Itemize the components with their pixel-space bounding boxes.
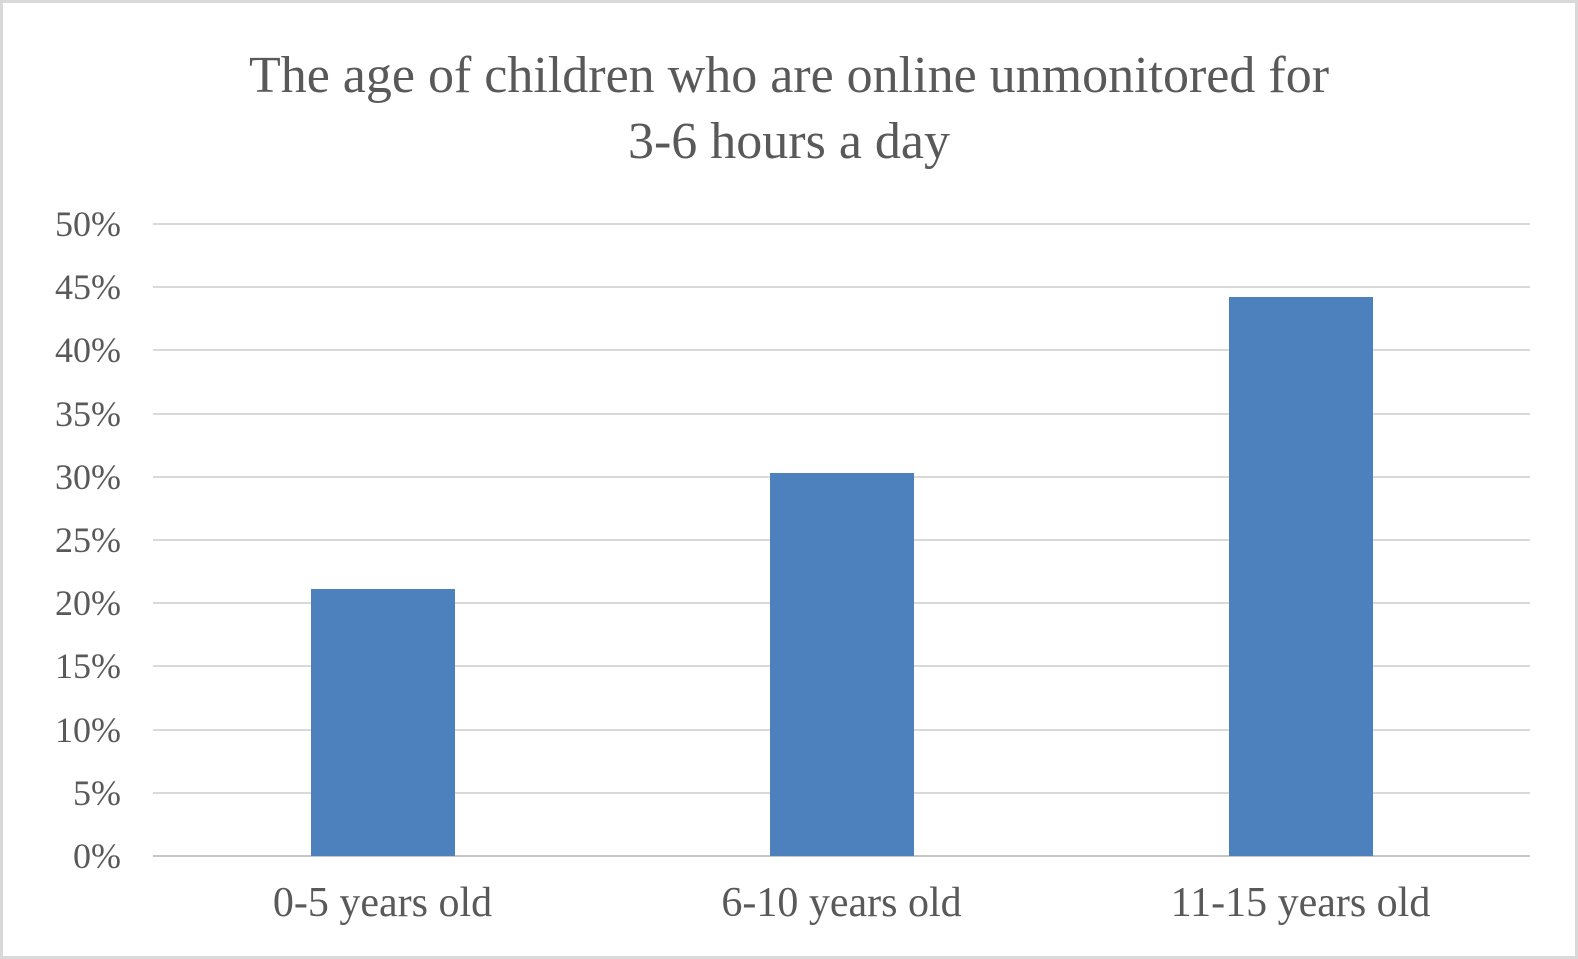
y-tick-label: 35% [55,393,121,434]
bar-1 [310,589,455,856]
y-tick-label: 20% [55,583,121,624]
gridline [153,412,1530,415]
bar-2 [769,473,914,856]
chart-title: The age of children who are online unmon… [3,43,1575,175]
gridline [153,286,1530,289]
y-tick-label: 5% [73,772,121,813]
y-tick-label: 25% [55,520,121,560]
y-tick-label: 50% [55,204,121,244]
x-category-label: 6-10 years old [721,880,962,926]
y-tick-label: 0% [73,836,121,876]
y-tick-label: 10% [55,709,121,750]
bar-3 [1228,297,1373,856]
y-tick-label: 40% [55,330,121,371]
x-category-label: 0-5 years old [272,880,493,926]
gridline [153,349,1530,352]
y-tick-label: 45% [55,267,121,308]
x-category-label: 11-15 years old [1170,880,1431,926]
gridline [153,223,1530,225]
chart-title-line-2: 3-6 hours a day [627,113,951,170]
x-axis-line [153,855,1530,857]
chart-title-line-1: The age of children who are online unmon… [248,47,1330,104]
y-tick-label: 15% [55,646,121,687]
plot-area [153,223,1530,857]
y-tick-label: 30% [55,456,121,497]
